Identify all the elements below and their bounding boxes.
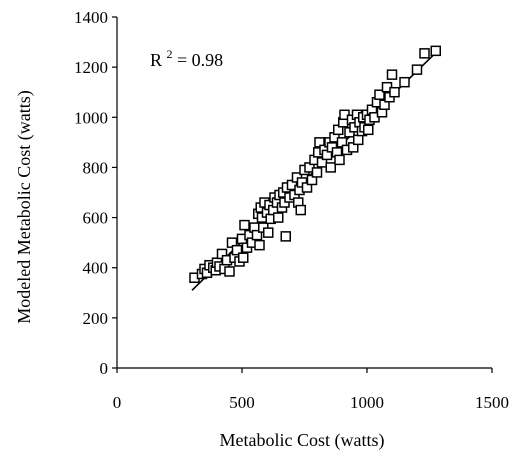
r-squared-annotation: R 2 = 0.98 [150, 42, 223, 70]
data-point [399, 76, 410, 88]
data-point [263, 227, 274, 238]
y-tick-label: 200 [83, 309, 109, 328]
data-point [311, 167, 323, 178]
y-tick-label: 800 [83, 158, 109, 177]
data-point [419, 48, 430, 59]
data-point [280, 231, 291, 242]
r-squared-base: R [150, 50, 162, 70]
y-tick-label: 600 [83, 209, 109, 228]
data-point [239, 219, 250, 231]
data-point [325, 162, 336, 173]
x-tick-label: 1000 [350, 393, 384, 412]
data-point [389, 86, 400, 98]
data-point [251, 229, 263, 241]
y-tick-label: 0 [100, 359, 109, 378]
data-point [295, 204, 306, 216]
x-tick-label: 500 [229, 393, 255, 412]
data-point [238, 252, 249, 263]
x-tick-label: 0 [113, 393, 122, 412]
y-tick-label: 400 [83, 259, 109, 278]
r-squared-value: = 0.98 [177, 50, 223, 70]
data-point [231, 244, 243, 256]
data-point [374, 89, 385, 100]
y-tick-label: 1200 [74, 58, 108, 77]
y-axis-ticks: 0 200 400 600 800 1000 1200 1400 [74, 8, 117, 378]
y-axis-title: Modeled Metabolic Cost (watts) [14, 90, 35, 323]
data-point [224, 266, 235, 277]
data-point [430, 45, 441, 57]
x-axis-ticks: 0 500 1000 1500 [113, 368, 509, 412]
x-axis-title: Metabolic Cost (watts) [220, 430, 385, 451]
data-point [273, 212, 284, 223]
x-tick-label: 1500 [475, 393, 509, 412]
data-point [386, 69, 398, 80]
y-tick-label: 1000 [74, 108, 108, 127]
y-tick-label: 1400 [74, 8, 108, 27]
data-point [254, 239, 265, 251]
data-point [411, 64, 423, 75]
data-point [353, 134, 364, 146]
data-points [189, 45, 441, 283]
data-point [334, 154, 345, 166]
r-squared-superscript: 2 [167, 47, 173, 61]
data-point [363, 124, 374, 136]
